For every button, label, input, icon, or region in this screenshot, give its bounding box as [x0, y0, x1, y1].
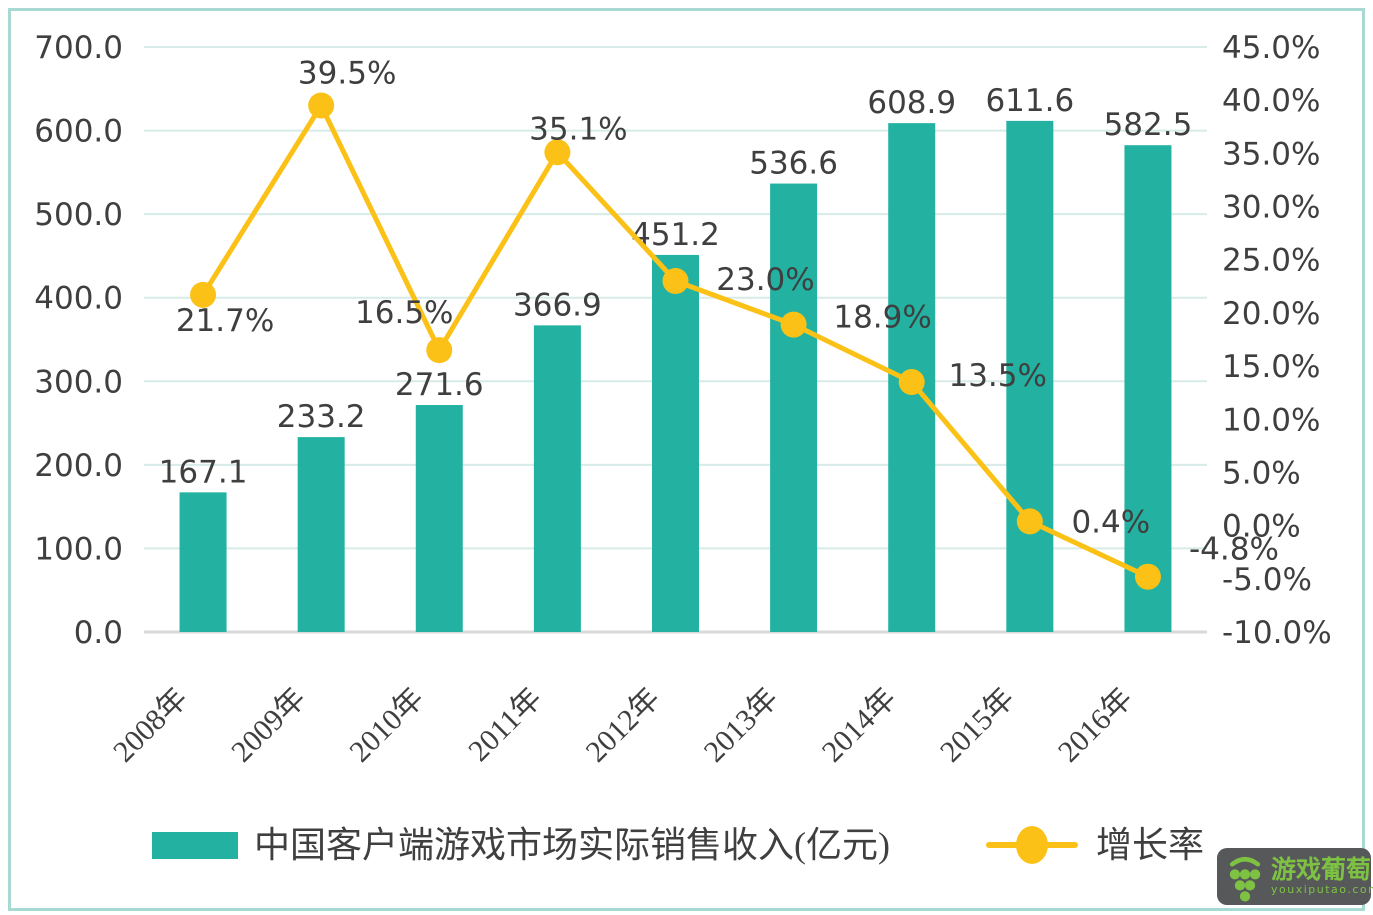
right-axis-tick: 45.0% [1222, 30, 1320, 66]
line-marker-2016年 [1134, 563, 1161, 590]
line-marker-2013年 [780, 311, 807, 338]
left-axis-tick: 400.0 [34, 281, 123, 317]
left-axis-tick: 600.0 [34, 114, 123, 150]
category-label-2014年: 2014年 [816, 682, 903, 769]
category-label-2008年: 2008年 [107, 682, 194, 769]
right-axis-tick: -10.0% [1222, 615, 1332, 651]
bar-2016年 [1124, 145, 1172, 633]
bar-value-label: 582.5 [1104, 107, 1193, 143]
bar-value-label: 536.6 [749, 146, 838, 182]
left-axis-tick: 200.0 [34, 448, 123, 484]
line-marker-2015年 [1016, 508, 1043, 535]
line-value-label: 35.1% [529, 111, 627, 147]
category-label-2009年: 2009年 [225, 682, 312, 769]
left-axis-tick: 500.0 [34, 197, 123, 233]
right-axis-tick: 35.0% [1222, 136, 1320, 172]
line-marker-2008年 [190, 281, 217, 308]
right-axis-tick: 5.0% [1222, 455, 1301, 491]
line-value-label: 0.4% [1071, 504, 1150, 540]
category-label-2012年: 2012年 [579, 682, 666, 769]
right-axis-tick: 30.0% [1222, 190, 1320, 226]
line-value-label: 21.7% [176, 303, 274, 339]
line-value-label: -4.8% [1189, 532, 1279, 568]
right-axis-tick: 15.0% [1222, 349, 1320, 385]
watermark-url: youxiputao.com [1271, 882, 1373, 896]
right-axis-tick: -5.0% [1222, 562, 1312, 598]
line-value-label: 16.5% [355, 295, 453, 331]
bar-2008年 [179, 492, 227, 632]
bar-2015年 [1006, 120, 1054, 633]
category-label-2011年: 2011年 [462, 682, 548, 768]
watermark-logo: 游戏葡萄 youxiputao.com [1217, 848, 1373, 905]
bar-value-label: 167.1 [159, 454, 248, 490]
category-label-2016年: 2016年 [1052, 682, 1139, 769]
right-axis-tick: 20.0% [1222, 296, 1320, 332]
bar-value-label: 608.9 [867, 85, 956, 121]
grape-icon [1229, 856, 1261, 901]
line-value-label: 13.5% [948, 358, 1046, 394]
watermark-brand: 游戏葡萄 [1271, 855, 1372, 885]
line-marker-2012年 [662, 268, 689, 294]
line-marker-2011年 [544, 139, 571, 166]
line-legend-label: 增长率 [1095, 825, 1204, 865]
bar-value-label: 271.6 [395, 367, 484, 403]
right-axis-tick: 10.0% [1222, 402, 1320, 438]
category-label-2015年: 2015年 [934, 682, 1021, 769]
bar-2010年 [415, 405, 463, 632]
bar-2011年 [533, 325, 581, 632]
left-axis-tick: 300.0 [34, 364, 123, 400]
legend: 中国客户端游戏市场实际销售收入(亿元) 增长率 [152, 822, 1204, 868]
bar-2013年 [770, 183, 818, 632]
bar-legend-label: 中国客户端游戏市场实际销售收入(亿元) [254, 825, 890, 865]
right-axis-tick: 40.0% [1222, 83, 1320, 119]
left-axis-tick: 100.0 [34, 531, 123, 567]
left-axis-tick: 0.0 [74, 615, 123, 651]
right-axis-tick: 25.0% [1222, 243, 1320, 279]
line-marker-2009年 [308, 92, 335, 119]
right-axis-tick: 0.0% [1222, 509, 1301, 545]
bar-value-label: 611.6 [985, 83, 1074, 119]
bar-2009年 [297, 437, 345, 632]
bar-2012年 [652, 254, 699, 632]
line-marker-2014年 [898, 369, 925, 396]
left-axis-tick: 700.0 [34, 30, 123, 66]
line-value-label: 18.9% [833, 300, 931, 336]
bar-legend-swatch [152, 831, 238, 859]
line-value-label: 23.0% [716, 262, 814, 298]
line-value-label: 39.5% [298, 56, 396, 92]
line-marker-2010年 [426, 337, 453, 364]
bar-value-label: 366.9 [513, 287, 602, 323]
category-label-2010年: 2010年 [343, 682, 430, 769]
category-label-2013年: 2013年 [698, 682, 785, 769]
bar-value-label: 233.2 [277, 399, 366, 435]
legend-dot-icon [1015, 826, 1048, 864]
line-legend-marker [985, 824, 1078, 866]
